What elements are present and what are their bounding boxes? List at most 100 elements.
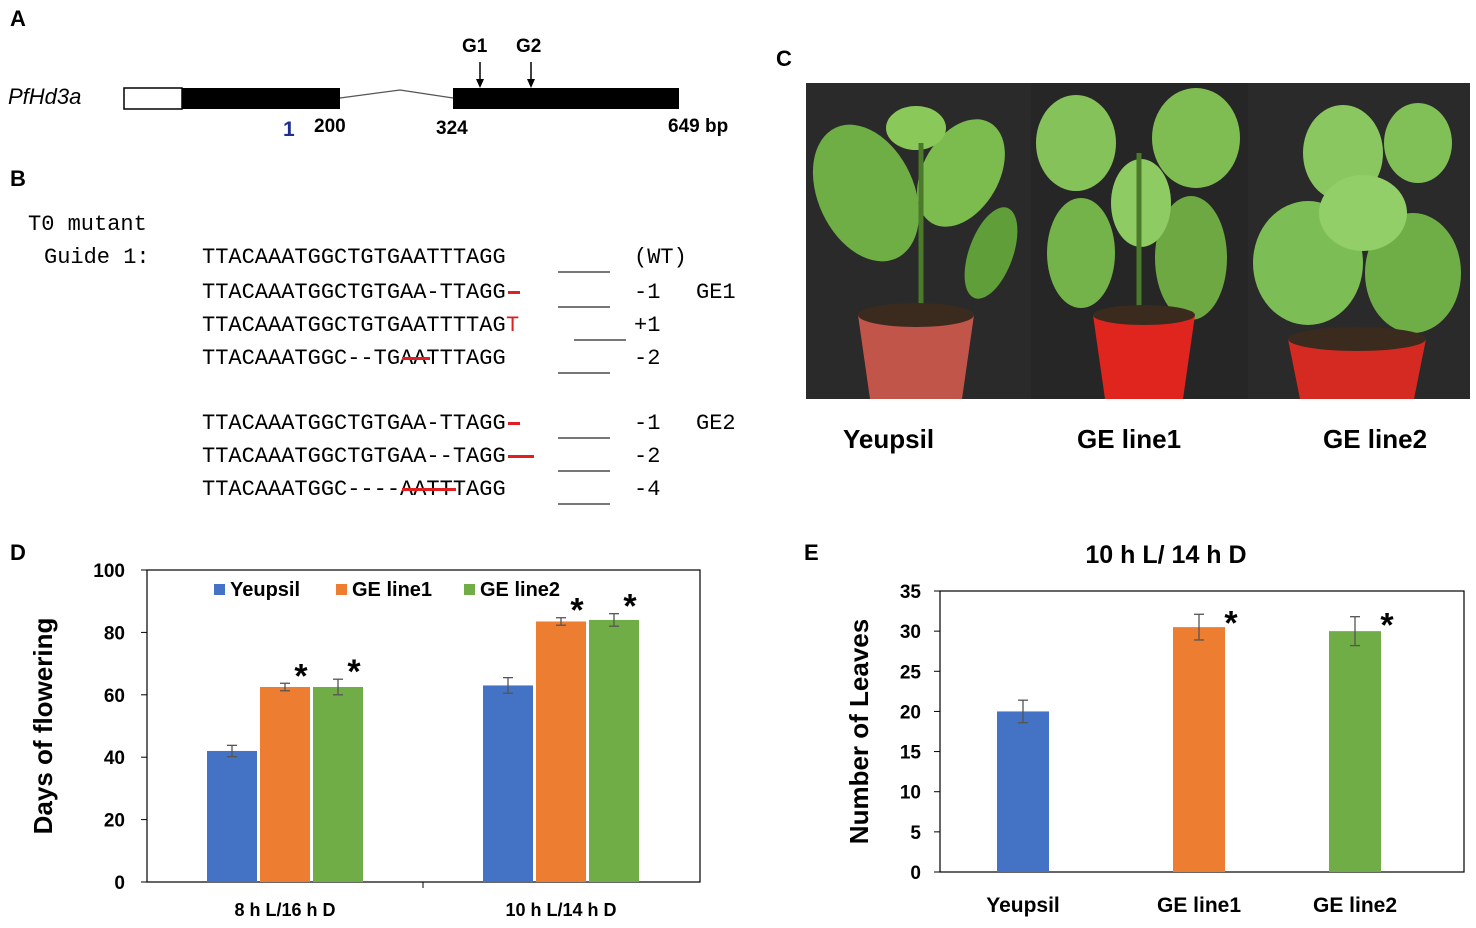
ge2-sequence-2: TTACAAATGGCTGTGAA--TAGG (202, 444, 506, 469)
photo-yeupsil (806, 83, 1031, 399)
guide-2-label: G2 (516, 36, 542, 57)
ge2-row-1: TTACAAATGGCTGTGAA-TTAGG -1 GE2 (202, 411, 762, 439)
photo-caption-ge-line1: GE line1 (1077, 424, 1182, 454)
guide-label: Guide 1: (44, 245, 150, 270)
deletion-mark (508, 455, 534, 458)
deletion-mark (508, 422, 520, 425)
end-position: 649 bp (668, 116, 729, 137)
panel-label-a: A (10, 6, 26, 31)
legend-swatch (214, 584, 225, 595)
sequence-header: T0 mutant (28, 212, 147, 237)
bar-ge-line2 (589, 619, 639, 882)
pam-underline (558, 437, 610, 439)
pam-underline (574, 339, 626, 341)
chart-days-of-flowering: 0 20 40 60 80 100 Days of flowering 8 h L/16 h … (28, 561, 701, 920)
ge2-change-2: -2 (634, 444, 661, 469)
utr-box (123, 87, 183, 110)
exon-1 (182, 88, 340, 109)
exon-2 (453, 88, 679, 109)
ge1-line-label: GE1 (696, 280, 736, 305)
significance-star: * (294, 657, 308, 695)
ge1-sequence-1: TTACAAATGGCTGTGAA-TTAGG (202, 280, 506, 305)
legend-swatch (464, 584, 475, 595)
gene-structure-diagram (123, 62, 679, 110)
chart-number-of-leaves: 10 h L/ 14 h D 0 5 10 15 20 25 30 35 Number of Le… (844, 541, 1465, 917)
y-tick-label: 5 (910, 823, 921, 844)
y-tick-label: 15 (900, 743, 922, 764)
ge2-sequence-1: TTACAAATGGCTGTGAA-TTAGG (202, 411, 506, 436)
ge1-change-2: +1 (634, 313, 661, 338)
photo-caption-yeupsil: Yeupsil (843, 424, 935, 454)
y-axis-label: Number of Leaves (844, 619, 874, 844)
legend-label: GE line2 (480, 579, 560, 601)
y-tick-label: 60 (104, 686, 125, 707)
wt-note: (WT) (634, 245, 687, 270)
bar-yeupsil (997, 711, 1049, 872)
wt-sequence-row: TTACAAATGGCTGTGAATTTAGG (WT) (202, 245, 702, 273)
pam-underline (558, 503, 610, 505)
ge2-row-3: TTACAAATGGC----AATTTAGG -4 (202, 477, 762, 505)
legend-label: Yeupsil (230, 579, 300, 601)
ge2-line-label: GE2 (696, 411, 736, 436)
y-tick-label: 20 (900, 702, 921, 723)
x-tick-label: GE line1 (1157, 894, 1241, 917)
panel-label-b: B (10, 166, 26, 191)
legend-swatch (336, 584, 347, 595)
ge2-row-2: TTACAAATGGCTGTGAA--TAGG -2 (202, 444, 762, 472)
photo-ge-line2 (1248, 83, 1470, 399)
wt-sequence: TTACAAATGGCTGTGAATTTAGG (202, 245, 506, 270)
significance-star: * (1224, 604, 1238, 642)
y-tick-label: 0 (910, 863, 921, 884)
y-tick-label: 100 (93, 561, 125, 582)
panel-label-d: D (10, 540, 26, 565)
photo-caption-ge-line2: GE line2 (1323, 424, 1428, 454)
start-position: 1 (283, 118, 295, 141)
ge1-row-1: TTACAAATGGCTGTGAA-TTAGG -1 GE1 (202, 280, 762, 308)
bar-ge-line1 (260, 687, 310, 882)
y-tick-label: 30 (900, 622, 921, 643)
photo-ge-line1 (1031, 83, 1248, 399)
y-axis-label: Days of flowering (28, 618, 58, 835)
x-tick-label: Yeupsil (986, 894, 1060, 917)
bar-yeupsil (207, 750, 257, 882)
deletion-mark (402, 488, 456, 491)
guide-1-label: G1 (462, 36, 488, 57)
panel-label-c: C (776, 46, 792, 71)
bar-ge-line2 (1329, 631, 1381, 872)
y-tick-label: 20 (104, 811, 125, 832)
y-tick-label: 80 (104, 623, 125, 644)
pam-underline (558, 470, 610, 472)
intron-line (339, 89, 454, 99)
bar-ge-line2 (313, 687, 363, 882)
x-tick-label: 10 h L/14 h D (505, 900, 616, 920)
ge2-sequence-3: TTACAAATGGC----AATTTAGG (202, 477, 506, 502)
ge1-sequence-2: TTACAAATGGCTGTGAATTTTAGG (202, 313, 519, 338)
insertion-mark: T (506, 313, 520, 338)
ge1-row-3: TTACAAATGGC--TGAATTTAGG -2 (202, 346, 762, 374)
deletion-mark (402, 357, 430, 360)
y-tick-label: 10 (900, 783, 921, 804)
bar-yeupsil (483, 685, 533, 882)
significance-star: * (570, 592, 584, 630)
pam-underline (558, 372, 610, 374)
ge1-sequence-3: TTACAAATGGC--TGAATTTAGG (202, 346, 506, 371)
bar-ge-line1 (1173, 627, 1225, 872)
ge1-change-1: -1 (634, 280, 661, 305)
bar-ge-line1 (536, 621, 586, 882)
ge2-change-1: -1 (634, 411, 661, 436)
pam-underline (558, 271, 610, 273)
legend-label: GE line1 (352, 579, 432, 601)
significance-star: * (1380, 607, 1394, 645)
ge2-change-3: -4 (634, 477, 661, 502)
significance-star: * (623, 588, 637, 626)
y-tick-label: 0 (114, 873, 125, 894)
significance-star: * (347, 653, 361, 691)
ge1-row-2: TTACAAATGGCTGTGAATTTTAGG T +1 (202, 313, 762, 341)
x-tick-label: GE line2 (1313, 894, 1397, 917)
pam-underline (558, 306, 610, 308)
y-tick-label: 40 (104, 748, 125, 769)
ge1-change-3: -2 (634, 346, 661, 371)
deletion-mark (508, 291, 520, 294)
exon2-start-position: 324 (436, 118, 468, 139)
x-tick-label: 8 h L/16 h D (234, 900, 335, 920)
